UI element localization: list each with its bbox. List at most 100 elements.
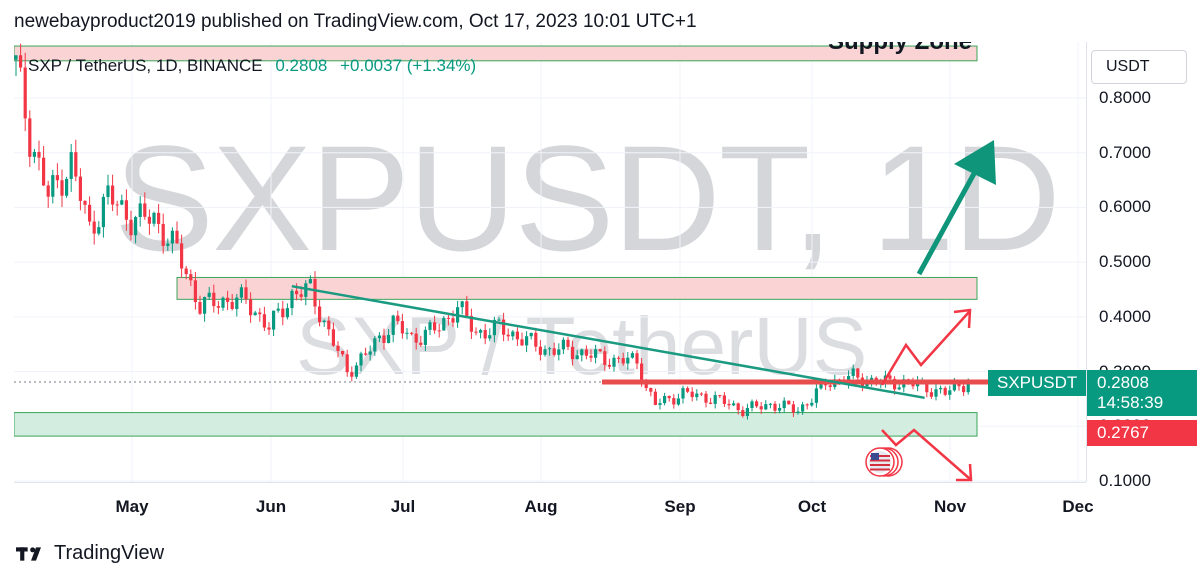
candle-body-down bbox=[313, 279, 317, 307]
candle-body-up bbox=[851, 368, 855, 376]
candle-body-up bbox=[966, 383, 970, 393]
price-tick-label: 0.8000 bbox=[1099, 88, 1151, 107]
candle-body-up bbox=[207, 292, 211, 297]
candle-body-down bbox=[672, 398, 676, 405]
candle-body-down bbox=[667, 395, 671, 399]
candle-body-down bbox=[699, 393, 703, 395]
candle-body-down bbox=[161, 223, 165, 246]
candle-body-up bbox=[612, 357, 616, 367]
candle-body-down bbox=[589, 355, 593, 358]
candle-body-up bbox=[492, 319, 496, 336]
candle-body-up bbox=[658, 403, 662, 405]
candle-body-up bbox=[138, 203, 142, 218]
candle-body-down bbox=[607, 364, 611, 367]
candle-body-down bbox=[621, 358, 625, 364]
candle-body-up bbox=[405, 332, 409, 334]
candle-body-down bbox=[175, 230, 179, 244]
candle-body-up bbox=[497, 319, 501, 321]
time-tick-label: Jun bbox=[255, 497, 287, 516]
tradingview-footer[interactable]: TradingView bbox=[16, 542, 164, 565]
chart-legend: SXP / TetherUS, 1D, BINANCE 0.2808 +0.00… bbox=[28, 56, 476, 76]
candle-body-down bbox=[929, 392, 933, 397]
candle-body-down bbox=[262, 314, 266, 328]
price-tick-label: 0.7000 bbox=[1099, 142, 1151, 162]
candle-body-down bbox=[469, 315, 473, 332]
candle-body-down bbox=[828, 385, 832, 387]
candle-body-down bbox=[962, 386, 966, 393]
legend-symbol[interactable]: SXP / TetherUS, 1D, BINANCE bbox=[28, 56, 263, 75]
candle-body-down bbox=[336, 345, 340, 351]
candle-body-down bbox=[686, 388, 690, 392]
candle-body-down bbox=[419, 342, 423, 345]
candle-body-down bbox=[653, 391, 657, 405]
candle-body-up bbox=[235, 297, 239, 310]
time-tick-label: Oct bbox=[797, 497, 827, 516]
last-price: 0.2808 bbox=[1097, 373, 1149, 392]
supply-zone bbox=[176, 276, 978, 300]
candle-body-down bbox=[791, 404, 795, 413]
candle-body-down bbox=[534, 332, 538, 347]
candle-body-down bbox=[216, 306, 220, 308]
candle-body-up bbox=[819, 380, 823, 389]
candle-body-down bbox=[617, 357, 621, 359]
candle-body-up bbox=[239, 287, 243, 298]
time-axis[interactable]: May Jun Jul Aug Sep Oct Nov Dec bbox=[14, 482, 1094, 529]
candle-body-up bbox=[543, 349, 547, 355]
candle-body-up bbox=[801, 404, 805, 412]
candle-body-up bbox=[120, 200, 124, 205]
chart-pane[interactable]: SXPUSDT, 1D SXP / TetherUS Supply Zone S… bbox=[14, 42, 1086, 482]
candle-body-down bbox=[506, 334, 510, 337]
tradingview-logo-icon bbox=[16, 546, 41, 561]
candle-body-down bbox=[249, 299, 253, 316]
candle-body-down bbox=[60, 180, 64, 196]
candle-body-up bbox=[745, 407, 749, 417]
candle-body-down bbox=[598, 349, 602, 352]
price-chart[interactable] bbox=[14, 42, 1086, 482]
candle-body-up bbox=[373, 338, 377, 352]
candle-body-up bbox=[285, 308, 289, 318]
candle-body-down bbox=[147, 216, 151, 224]
candle-body-down bbox=[584, 349, 588, 356]
candle-body-down bbox=[755, 401, 759, 407]
price-tick-label: 0.6000 bbox=[1099, 197, 1151, 217]
candle-body-down bbox=[115, 204, 119, 206]
candle-body-up bbox=[152, 212, 156, 224]
candle-body-down bbox=[538, 346, 542, 355]
bullish-arrow-shaft bbox=[916, 168, 979, 276]
symbol-price-label: SXPUSDT bbox=[988, 370, 1087, 396]
candle-body-down bbox=[566, 339, 570, 347]
candle-body-down bbox=[341, 350, 345, 355]
candle-body-down bbox=[78, 176, 82, 201]
candle-body-up bbox=[377, 335, 381, 339]
candle-body-down bbox=[111, 185, 115, 205]
candle-body-up bbox=[32, 151, 36, 157]
supply-zone-label: Supply Zone bbox=[828, 42, 972, 56]
candle-body-up bbox=[290, 290, 294, 309]
candle-body-up bbox=[221, 297, 225, 308]
description-watermark: SXP / TetherUS bbox=[296, 301, 868, 392]
time-tick-label: Jul bbox=[390, 497, 416, 516]
us-flag-canton bbox=[871, 453, 879, 460]
candle-body-down bbox=[635, 353, 639, 364]
candle-body-up bbox=[663, 395, 667, 404]
candle-body-down bbox=[345, 354, 349, 373]
candle-body-up bbox=[423, 329, 427, 345]
candle-body-down bbox=[212, 292, 216, 307]
candle-body-down bbox=[92, 221, 96, 234]
candle-body-down bbox=[295, 290, 299, 295]
candle-body-down bbox=[644, 383, 648, 389]
candle-body-down bbox=[704, 393, 708, 403]
candle-body-up bbox=[939, 387, 943, 390]
candle-body-down bbox=[437, 330, 441, 332]
price-axis[interactable]: USDT 0.10000.20000.30000.40000.50000.600… bbox=[1086, 42, 1200, 490]
candle-body-up bbox=[750, 401, 754, 408]
candle-body-down bbox=[502, 319, 506, 335]
candle-body-up bbox=[561, 339, 565, 350]
candle-body-up bbox=[676, 398, 680, 405]
candle-body-down bbox=[446, 317, 450, 319]
candle-body-down bbox=[474, 331, 478, 333]
time-tick-label: May bbox=[115, 497, 149, 516]
currency-button[interactable]: USDT bbox=[1091, 50, 1187, 84]
candle-body-up bbox=[897, 387, 901, 390]
candle-body-down bbox=[46, 185, 50, 197]
